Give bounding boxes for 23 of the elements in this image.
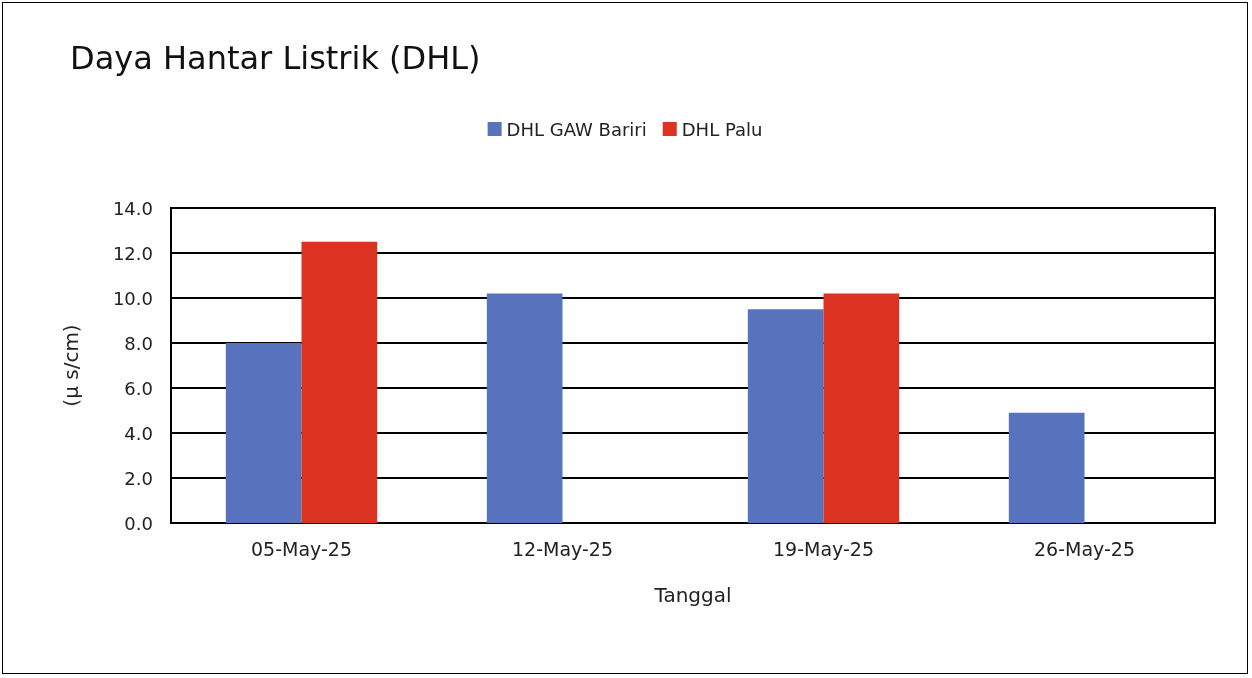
x-tick-label: 12-May-25 xyxy=(511,537,614,560)
y-tick-label: 6.0 xyxy=(124,377,153,399)
legend-label: DHL GAW Bariri xyxy=(506,118,647,140)
y-tick-label: 12.0 xyxy=(112,242,153,264)
x-axis-title: Tanggal xyxy=(653,583,732,607)
chart-title: Daya Hantar Listrik (DHL) xyxy=(70,39,481,77)
legend-label: DHL Palu xyxy=(681,118,763,140)
y-tick-label: 14.0 xyxy=(112,197,153,219)
y-tick-label: 2.0 xyxy=(124,467,153,489)
bar xyxy=(823,293,900,523)
bar xyxy=(1008,412,1085,523)
y-tick-label: 0.0 xyxy=(124,512,153,534)
bar xyxy=(486,293,563,523)
x-tick-label: 19-May-25 xyxy=(772,537,875,560)
x-tick-label: 26-May-25 xyxy=(1033,537,1136,560)
y-tick-label: 10.0 xyxy=(112,287,153,309)
y-tick-label: 4.0 xyxy=(124,422,153,444)
y-axis-title: (μ s/cm) xyxy=(59,324,83,407)
x-tick-label: 05-May-25 xyxy=(250,537,353,560)
bar xyxy=(301,241,378,523)
y-tick-label: 8.0 xyxy=(124,332,153,354)
bar xyxy=(225,343,302,523)
bar xyxy=(747,309,824,523)
